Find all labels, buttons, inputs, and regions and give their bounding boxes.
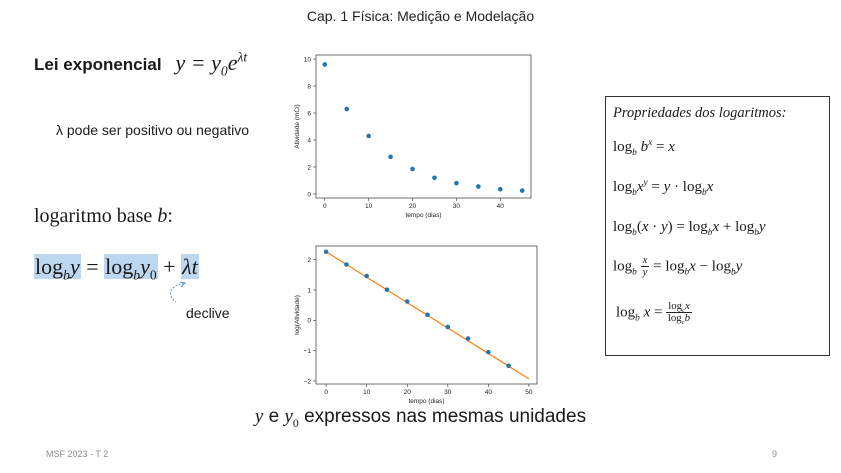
footer-page-number: 9 (772, 449, 778, 459)
c1-plot-frame (315, 54, 532, 199)
log-activity-chart-ylabel: log(Atividade) (294, 295, 301, 335)
exponential-law-formula: y = y0eλt (175, 49, 248, 79)
y-tick-label: −1 (304, 348, 312, 355)
x-tick-label: 40 (497, 203, 505, 210)
x-tick-label: 0 (324, 389, 328, 396)
caption-y0-sub: 0 (292, 416, 299, 430)
y-tick-label: 2 (307, 257, 311, 264)
data-point (476, 184, 481, 189)
activity-chart-xlabel: tempo (dias) (405, 212, 441, 219)
data-point (432, 175, 437, 181)
data-point (322, 62, 328, 67)
data-point (364, 273, 369, 279)
x-tick-label: 50 (525, 389, 533, 396)
log-base-var: b (157, 205, 168, 227)
y-tick-label: 0 (307, 318, 311, 325)
y-tick-label: 8 (307, 83, 311, 90)
data-point (404, 299, 410, 304)
bottom-caption: y e y0 expressos nas mesmas unidades (0, 406, 841, 430)
log-base-heading: logaritmo base b: (34, 205, 173, 228)
y-tick-label: 10 (304, 56, 312, 63)
footer-course: MSF 2023 - T 2 (46, 449, 109, 459)
log-base-colon: : (167, 205, 173, 227)
data-point (454, 180, 459, 186)
exponential-law-label: Lei exponencial (34, 55, 162, 74)
declive-label: declive (186, 305, 230, 321)
activity-chart-ylabel: Atividade (mCi) (294, 104, 301, 148)
data-point (323, 249, 329, 255)
x-tick-label: 40 (485, 389, 493, 396)
y-tick-label: 1 (307, 287, 311, 294)
data-point (519, 188, 525, 193)
data-point (445, 324, 451, 330)
y-tick-label: 0 (307, 191, 311, 198)
data-point (425, 312, 430, 318)
y-tick-label: 4 (307, 137, 311, 144)
caption-e: e (263, 406, 285, 427)
x-tick-label: 10 (365, 203, 373, 210)
log-property-2: logbxy = y · logbx (613, 178, 714, 198)
data-point (486, 349, 491, 355)
data-point (366, 133, 371, 139)
log-activity-chart-xlabel: tempo (dias) (408, 398, 444, 405)
log-activity-chart: 0 10 20 30 40 50 −2 −1 0 1 2 tempo (dias) log(Ativ… (294, 245, 538, 405)
x-tick-label: 10 (363, 389, 371, 396)
data-point (465, 336, 471, 341)
caption-y0: y (284, 406, 293, 427)
log-properties-title: Propriedades dos logaritmos: (613, 105, 787, 121)
data-point (506, 363, 511, 369)
data-point (497, 186, 503, 192)
c2-plot-frame (315, 245, 538, 385)
log-property-1: logb bx = x (613, 138, 675, 158)
x-tick-label: 30 (453, 203, 461, 210)
data-point (410, 166, 415, 172)
y-tick-label: −2 (304, 378, 312, 385)
log-properties-box: Propriedades dos logaritmos: logb bx = x… (605, 96, 830, 356)
x-tick-label: 20 (404, 389, 412, 396)
x-tick-label: 0 (323, 203, 327, 210)
y-tick-label: 6 (307, 110, 311, 117)
activity-chart: 0 10 20 30 40 0 2 4 6 8 10 tempo (dias) Atividade … (294, 54, 532, 219)
declive-arrow-icon (169, 281, 187, 303)
log-property-5: logb x = logcx logcb (616, 300, 692, 327)
lambda-note: λ pode ser positivo ou negativo (56, 122, 250, 138)
data-point (344, 262, 349, 267)
log-base-text: logaritmo base (34, 205, 153, 227)
data-point (344, 106, 350, 112)
y-tick-label: 2 (307, 164, 311, 171)
caption-rest: expressos nas mesmas unidades (298, 406, 587, 427)
x-tick-label: 20 (409, 203, 417, 210)
log-linear-formula: logby = logby0 + λt (34, 254, 199, 283)
exponential-law-row: Lei exponencial y = y0eλt (34, 49, 248, 79)
slide-header: Cap. 1 Física: Medição e Modelação (306, 8, 535, 24)
data-point (388, 154, 393, 160)
data-point (384, 287, 390, 292)
caption-y: y (254, 406, 264, 427)
x-tick-label: 30 (444, 389, 452, 396)
log-property-3: logb(x · y) = logbx + logby (613, 219, 766, 238)
